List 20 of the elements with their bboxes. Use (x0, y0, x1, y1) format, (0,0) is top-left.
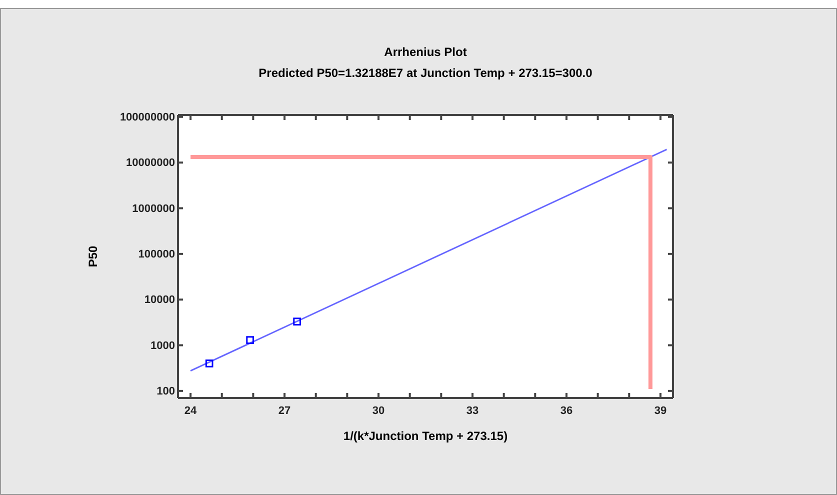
chart-subtitle: Predicted P50=1.32188E7 at Junction Temp + 273.15=300.0 (258, 66, 593, 80)
x-axis-title: 1/(k*Junction Temp + 273.15) (343, 429, 508, 443)
x-tick-label: 33 (466, 405, 479, 418)
y-tick-label: 100000000 (120, 111, 175, 124)
chart-title: Arrhenius Plot (384, 45, 467, 59)
y-tick-label: 10000000 (126, 157, 175, 170)
x-tick-label: 36 (560, 405, 573, 418)
x-tick-label: 27 (278, 405, 291, 418)
y-tick-label: 10000 (144, 294, 175, 306)
point (293, 318, 301, 326)
x-tick-label: 30 (372, 405, 385, 418)
x-tick-label: 24 (184, 405, 198, 418)
y-tick-label: 1000000 (132, 202, 175, 215)
point (246, 336, 254, 344)
y-tick-label: 1000 (150, 340, 175, 352)
point (205, 360, 214, 368)
x-tick-label: 39 (654, 405, 667, 418)
y-tick-label: 100 (156, 385, 175, 398)
y-axis-title: P50 (86, 246, 100, 268)
y-tick-label: 100000 (138, 248, 175, 260)
